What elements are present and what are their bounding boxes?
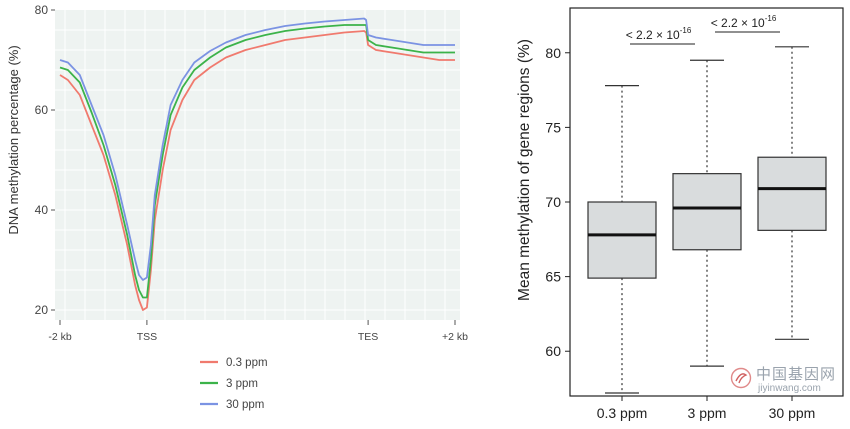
- box-iqr: [672, 173, 742, 251]
- series-line-2: [59, 24, 455, 299]
- x-axis: -2 kb TSS TES +2 kb: [48, 320, 468, 343]
- box-3: [757, 46, 827, 340]
- x-tick-label: 0.3 ppm: [597, 405, 648, 421]
- y-tick-label: 70: [545, 194, 561, 210]
- grid: [55, 10, 460, 320]
- p-value-label: < 2.2 × 10-16: [626, 26, 692, 42]
- y-tick-label: 80: [545, 45, 561, 61]
- x-tick-label: 30 ppm: [769, 405, 816, 421]
- boxes: [587, 46, 827, 394]
- p-value-base: < 2.2 × 10: [626, 28, 680, 42]
- x-tick-label: TES: [358, 331, 378, 343]
- series-lines: [59, 17, 455, 311]
- p-value-exponent: -16: [765, 14, 777, 23]
- y-tick-label: 20: [35, 303, 49, 317]
- p-value-exponent: -16: [680, 26, 692, 35]
- box-iqr: [757, 156, 827, 231]
- legend-label: 0.3 ppm: [226, 357, 268, 369]
- x-axis: 0.3 ppm 3 ppm 30 ppm: [597, 396, 816, 421]
- legend: 0.3 ppm 3 ppm 30 ppm: [200, 357, 268, 411]
- line-chart: 20 40 60 80 -2 kb TSS TES +2 kb DNA methylatio…: [6, 3, 468, 411]
- watermark: 中国基因网 jiyinwang.com: [726, 363, 836, 399]
- y-axis-label: Mean methylation of gene regions (%): [516, 39, 533, 301]
- box-2: [672, 59, 742, 367]
- y-tick-label: 40: [35, 203, 49, 217]
- x-tick-label: 3 ppm: [688, 405, 727, 421]
- legend-label: 3 ppm: [226, 378, 258, 390]
- box-iqr: [587, 201, 657, 279]
- p-value-base: < 2.2 × 10: [711, 16, 765, 30]
- y-tick-label: 60: [545, 343, 561, 359]
- x-tick-label: -2 kb: [48, 331, 72, 343]
- plot-background: [55, 10, 460, 320]
- box-chart: 60 65 70 75 80 0.3 ppm 3 ppm 30 ppm < 2.2 × 10…: [516, 7, 844, 421]
- y-tick-label: 60: [35, 103, 49, 117]
- watermark-text: 中国基因网: [756, 365, 837, 383]
- x-tick-label: +2 kb: [442, 331, 468, 343]
- y-tick-label: 80: [35, 3, 49, 17]
- x-tick-label: TSS: [137, 331, 157, 343]
- significance-annotations: < 2.2 × 10-16< 2.2 × 10-16: [626, 14, 780, 45]
- y-axis: 60 65 70 75 80: [545, 45, 570, 359]
- series-line-3: [59, 17, 455, 281]
- watermark-url: jiyinwang.com: [758, 383, 821, 394]
- y-tick-label: 75: [545, 119, 561, 135]
- legend-label: 30 ppm: [226, 399, 264, 411]
- y-tick-label: 65: [545, 269, 561, 285]
- box-1: [587, 84, 657, 394]
- y-axis-label: DNA methylation percentage (%): [6, 45, 21, 234]
- watermark-logo-icon: [730, 367, 752, 389]
- p-value-label: < 2.2 × 10-16: [711, 14, 777, 30]
- y-axis: 20 40 60 80: [35, 3, 55, 317]
- series-line-1: [59, 30, 455, 311]
